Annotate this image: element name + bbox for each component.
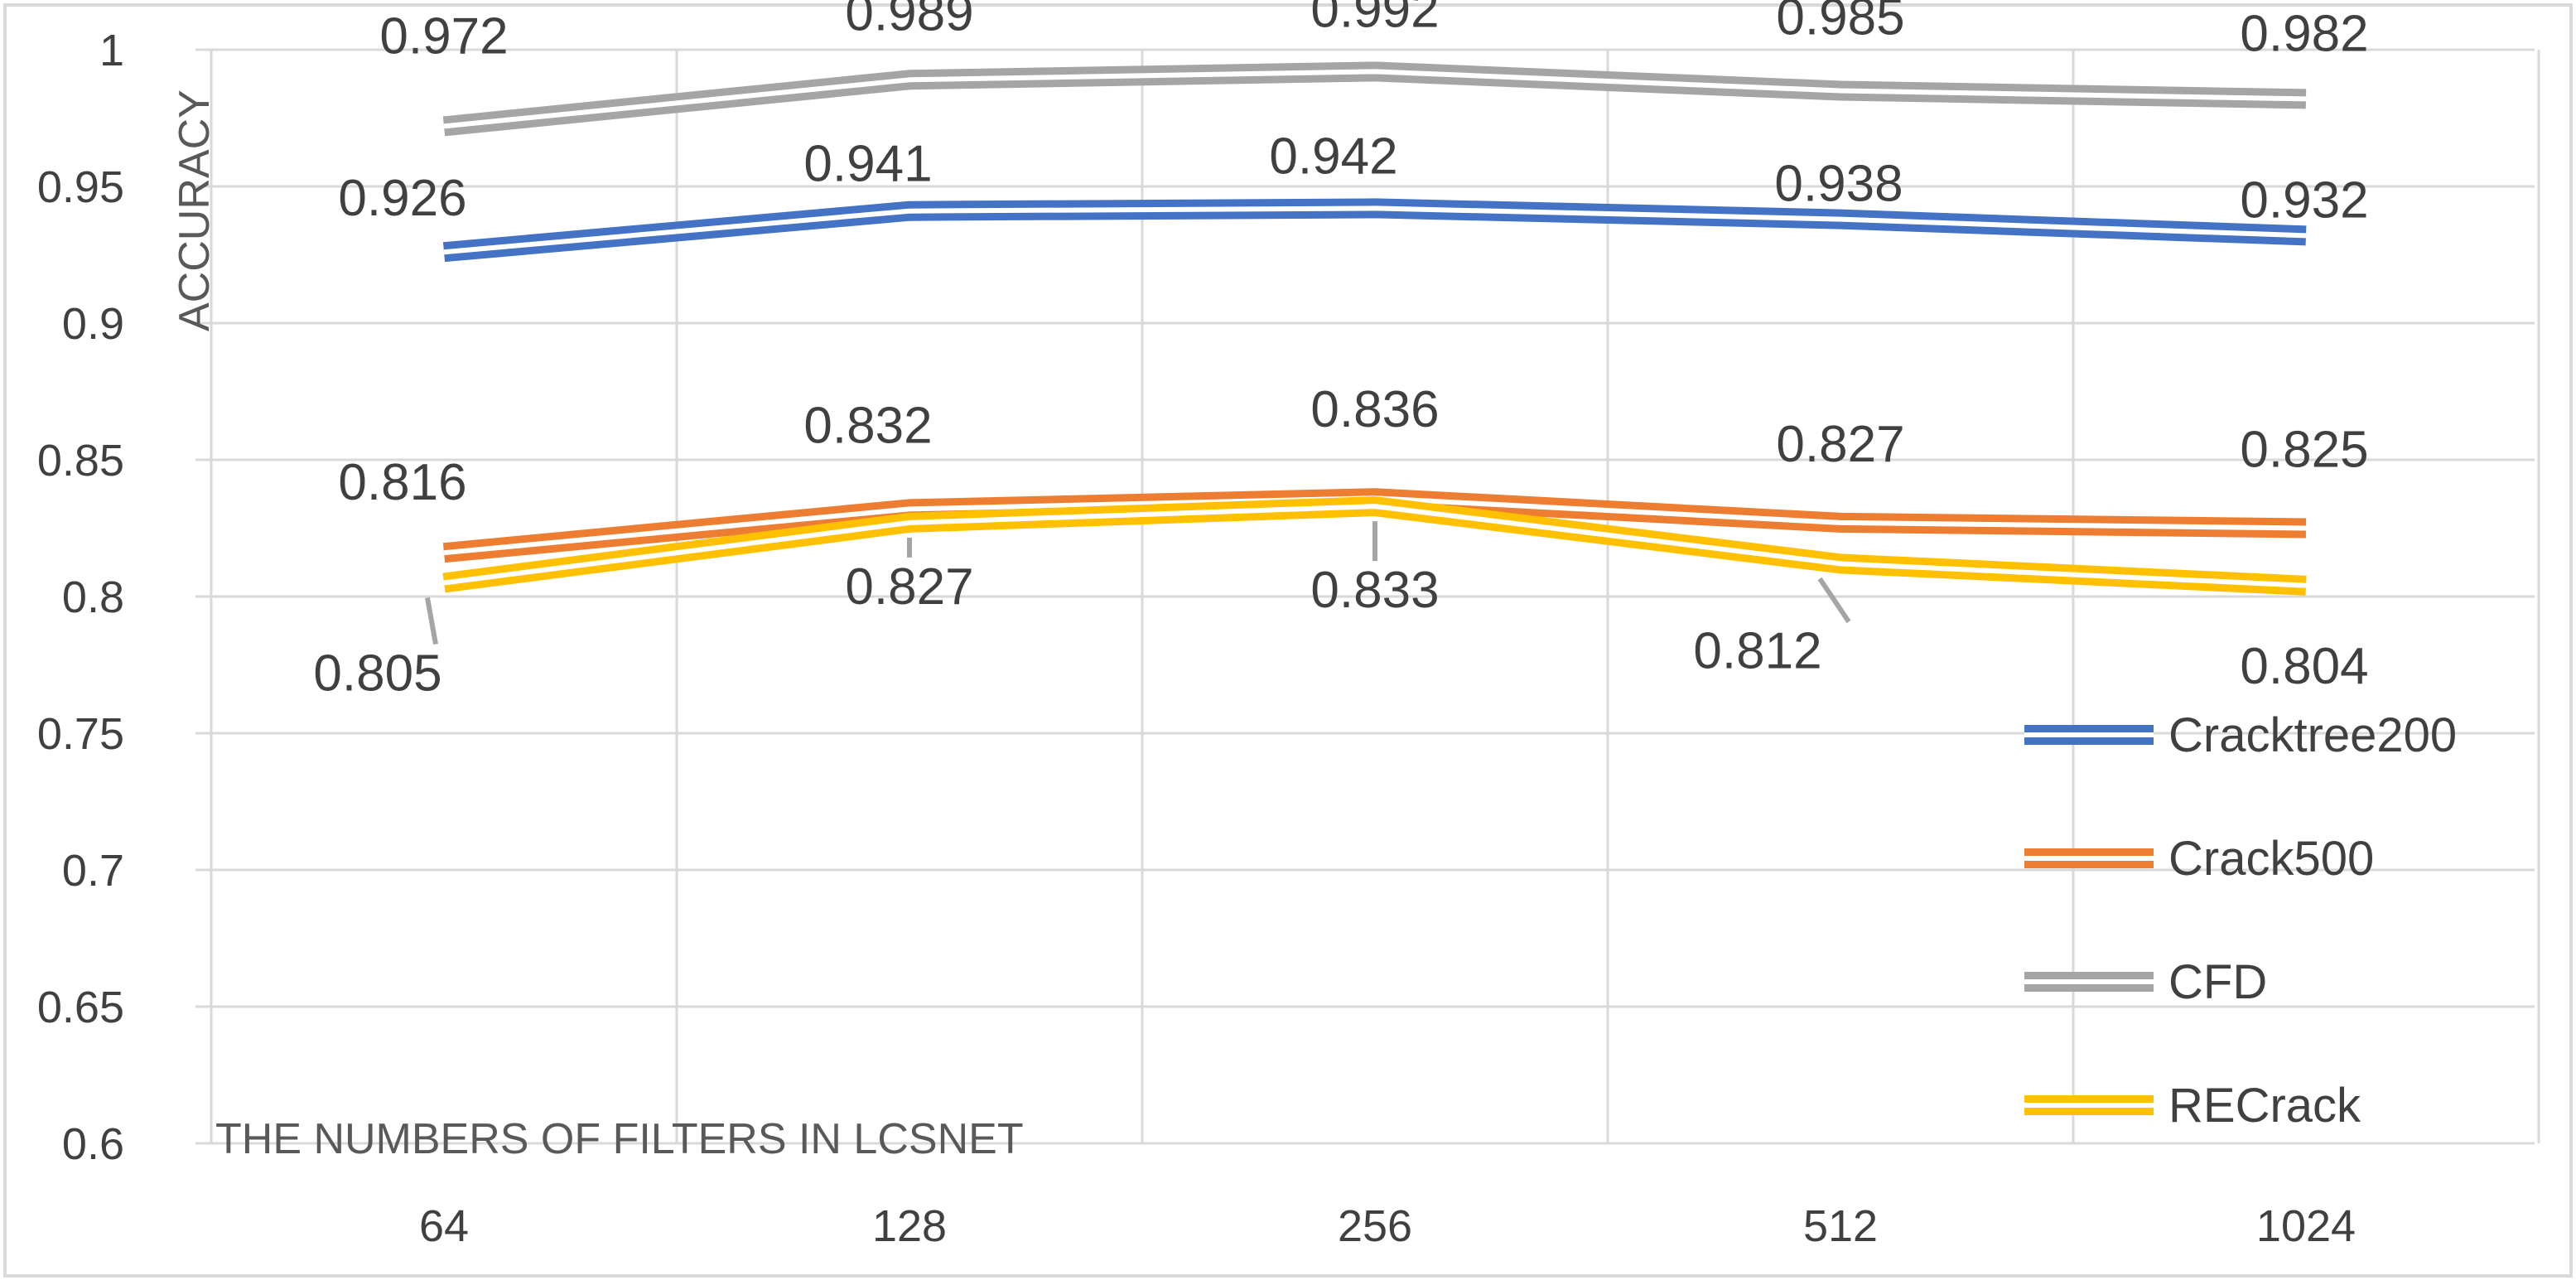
data-label-cracktree200: 0.926 bbox=[338, 170, 466, 227]
y-tick-label: 0.6 bbox=[62, 1119, 124, 1169]
y-tick-label: 0.85 bbox=[37, 436, 124, 485]
x-tick-label: 1024 bbox=[2256, 1201, 2356, 1251]
legend-label: Crack500 bbox=[2168, 832, 2374, 886]
data-point-crack500-1024 bbox=[2305, 528, 2307, 529]
data-label-cracktree200: 0.932 bbox=[2240, 171, 2368, 229]
data-label-cracktree200: 0.942 bbox=[1269, 128, 1397, 185]
data-point-cfd-512 bbox=[1840, 90, 1841, 92]
data-point-recrack-512 bbox=[1840, 563, 1841, 564]
legend-label: CFD bbox=[2168, 955, 2267, 1009]
legend: Cracktree200 Crack500 CFD RECrack bbox=[2024, 708, 2457, 1133]
data-point-crack500-512 bbox=[1840, 522, 1841, 524]
series-recrack bbox=[442, 496, 2307, 596]
data-label-recrack: 0.833 bbox=[1310, 562, 1439, 619]
data-point-cfd-128 bbox=[909, 79, 910, 80]
data-point-cracktree200-512 bbox=[1840, 219, 1841, 220]
leader-lines bbox=[425, 521, 1851, 645]
data-label-cfd: 0.989 bbox=[845, 0, 973, 41]
data-point-cracktree200-64 bbox=[443, 251, 445, 253]
data-label-cfd: 0.972 bbox=[379, 7, 508, 65]
data-label-cracktree200: 0.941 bbox=[803, 136, 932, 193]
series-cfd bbox=[442, 61, 2307, 137]
data-label-crack500: 0.827 bbox=[1776, 416, 1904, 473]
y-tick-label: 0.65 bbox=[37, 983, 124, 1032]
data-point-recrack-64 bbox=[443, 582, 445, 584]
data-point-cracktree200-1024 bbox=[2305, 234, 2307, 236]
data-point-cfd-256 bbox=[1374, 70, 1376, 72]
data-label-crack500: 0.836 bbox=[1310, 381, 1439, 438]
data-point-crack500-128 bbox=[909, 508, 910, 510]
x-tick-label: 128 bbox=[872, 1201, 947, 1251]
series-line-inner-recrack bbox=[443, 504, 2307, 588]
series-line-inner-cracktree200 bbox=[443, 205, 2307, 255]
data-label-cfd: 0.985 bbox=[1776, 0, 1904, 46]
data-label-recrack: 0.805 bbox=[313, 645, 441, 703]
y-tick-label: 1 bbox=[99, 26, 124, 75]
data-point-recrack-1024 bbox=[2305, 585, 2307, 587]
data-point-crack500-64 bbox=[443, 552, 445, 553]
legend-item-cfd: CFD bbox=[2024, 955, 2267, 1009]
data-label-crack500: 0.832 bbox=[803, 397, 932, 454]
leader-line-recrack bbox=[1817, 577, 1851, 624]
data-label-cfd: 0.982 bbox=[2240, 5, 2368, 62]
y-tick-label: 0.9 bbox=[62, 299, 124, 349]
legend-label: Cracktree200 bbox=[2168, 708, 2457, 762]
x-tick-label: 256 bbox=[1338, 1201, 1412, 1251]
data-point-cfd-64 bbox=[443, 125, 445, 127]
leader-line-recrack bbox=[425, 597, 438, 645]
data-label-recrack: 0.804 bbox=[2240, 638, 2368, 695]
legend-label: RECrack bbox=[2168, 1079, 2361, 1133]
data-point-cfd-1024 bbox=[2305, 98, 2307, 99]
y-tick-label: 0.75 bbox=[37, 709, 124, 759]
data-labels: 0.926 0.941 0.942 0.938 0.932 0.816 0.832 0.836… bbox=[313, 0, 2368, 703]
x-tick-label: 64 bbox=[419, 1201, 469, 1251]
y-tick-label: 0.95 bbox=[37, 162, 124, 212]
y-tick-label: 0.7 bbox=[62, 846, 124, 896]
axes: 0.6 0.65 0.7 0.75 0.8 0.85 0.9 0.95 1 64 128 256 512… bbox=[37, 26, 2356, 1251]
series-line-inner-cfd bbox=[443, 69, 2307, 129]
data-label-recrack: 0.812 bbox=[1693, 622, 1821, 679]
data-label-cfd: 0.992 bbox=[1310, 0, 1439, 38]
x-tick-label: 512 bbox=[1803, 1201, 1878, 1251]
legend-item-crack500: Crack500 bbox=[2024, 832, 2374, 886]
data-point-cracktree200-256 bbox=[1374, 207, 1376, 209]
y-tick-label: 0.8 bbox=[62, 572, 124, 622]
data-point-recrack-128 bbox=[909, 522, 910, 524]
legend-item-cracktree200: Cracktree200 bbox=[2024, 708, 2457, 762]
y-axis-title: ACCURACY bbox=[171, 89, 219, 331]
data-label-recrack: 0.827 bbox=[845, 558, 973, 616]
legend-item-recrack: RECrack bbox=[2024, 1079, 2361, 1133]
data-label-cracktree200: 0.938 bbox=[1774, 156, 1903, 213]
series-cracktree200 bbox=[442, 198, 2307, 263]
series-lines bbox=[442, 61, 2307, 596]
data-point-recrack-256 bbox=[1374, 505, 1376, 507]
x-axis-title: THE NUMBERS OF FILTERS IN LCSNET bbox=[215, 1115, 1024, 1163]
data-point-cracktree200-128 bbox=[909, 210, 910, 212]
data-label-crack500: 0.825 bbox=[2240, 422, 2368, 479]
data-label-crack500: 0.816 bbox=[338, 454, 466, 511]
